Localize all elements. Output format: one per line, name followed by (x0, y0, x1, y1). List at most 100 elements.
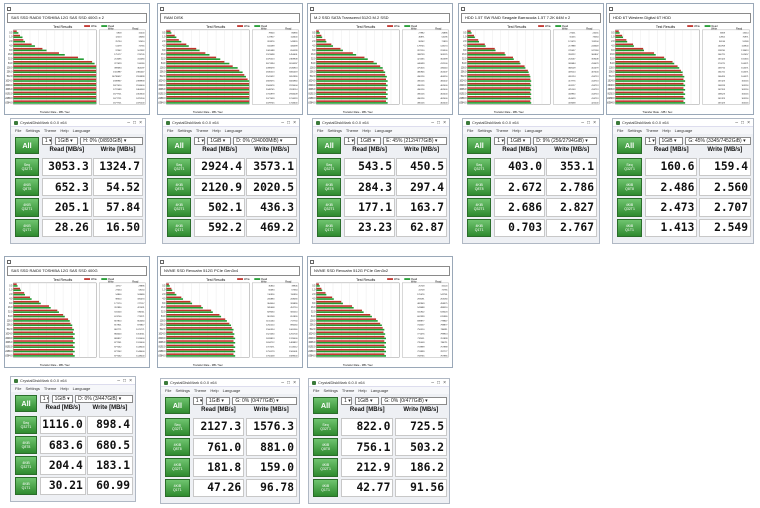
test-button[interactable]: Seq Q32T1 (15, 157, 39, 176)
size-select[interactable]: 1GiB ▾ (54, 137, 78, 146)
maximize-icon[interactable]: □ (437, 119, 441, 126)
close-icon[interactable]: × (593, 119, 596, 126)
test-button[interactable]: 4KiB Q1T1 (15, 218, 39, 237)
test-button[interactable]: 4KiB Q32T1 (317, 198, 342, 217)
drive-select[interactable]: D: 0% (3/447GiB) ▾ (75, 395, 133, 404)
menu-item[interactable]: File (617, 128, 624, 133)
count-select[interactable]: 1 ▾ (39, 395, 50, 404)
all-button[interactable]: All (167, 137, 192, 155)
drive-select[interactable]: H: 0% (0/893GiB) ▾ (80, 137, 143, 146)
test-button[interactable]: Seq Q32T1 (165, 417, 190, 436)
menu-item[interactable]: Help (60, 128, 69, 133)
menu-item[interactable]: Help (662, 128, 671, 133)
test-button[interactable]: 4KiB Q32T1 (467, 198, 492, 217)
test-button[interactable]: 4KiB Q1T1 (617, 218, 643, 237)
description-field[interactable]: M.2 SSD SATA Transcend 512G M.2 SSD (310, 13, 450, 23)
menu-item[interactable]: Help (212, 128, 221, 133)
menu-item[interactable]: Help (512, 128, 521, 133)
maximize-icon[interactable]: □ (287, 119, 291, 126)
menu-item[interactable]: Settings (327, 128, 342, 133)
description-field[interactable]: SAS SSD RAID0 TOSHIBA 12G SAS SSD 400G x… (7, 13, 147, 23)
drive-select[interactable]: E: 45% (212/477GiB) ▾ (383, 137, 447, 146)
menu-item[interactable]: Language (674, 128, 693, 133)
test-button[interactable]: 4KiB Q8T8 (167, 178, 192, 197)
test-button[interactable]: 4KiB Q32T1 (167, 198, 192, 217)
drive-select[interactable]: G: 45% (3345/7452GiB) ▾ (685, 137, 751, 146)
menu-item[interactable]: File (15, 386, 22, 391)
description-checkbox[interactable] (310, 6, 314, 11)
test-button[interactable]: 4KiB Q8T8 (15, 178, 39, 197)
maximize-icon[interactable]: □ (587, 119, 591, 126)
count-select[interactable]: 1 ▾ (341, 397, 352, 406)
menu-item[interactable]: Theme (341, 388, 355, 393)
minimize-icon[interactable]: – (127, 119, 131, 126)
menu-item[interactable]: Theme (43, 128, 57, 133)
menu-item[interactable]: Language (72, 386, 91, 391)
all-button[interactable]: All (165, 397, 190, 415)
maximize-icon[interactable]: □ (287, 379, 291, 386)
count-select[interactable]: 1 ▾ (192, 397, 204, 406)
menu-item[interactable]: Theme (645, 128, 659, 133)
description-checkbox[interactable] (310, 259, 314, 264)
size-select[interactable]: 1GiB ▾ (354, 397, 379, 406)
menu-item[interactable]: File (317, 128, 324, 133)
menu-item[interactable]: File (467, 128, 474, 133)
count-select[interactable]: 1 ▾ (41, 137, 53, 146)
drive-select[interactable]: D: 0% (3/4000MiB) ▾ (233, 137, 297, 146)
menu-item[interactable]: Language (524, 128, 543, 133)
menu-item[interactable]: Theme (345, 128, 359, 133)
test-button[interactable]: Seq Q32T1 (617, 157, 643, 176)
maximize-icon[interactable]: □ (123, 377, 127, 384)
size-select[interactable]: 1GiB ▾ (357, 137, 381, 146)
all-button[interactable]: All (317, 137, 342, 155)
description-checkbox[interactable] (7, 259, 11, 264)
menu-item[interactable]: Settings (177, 128, 192, 133)
menu-item[interactable]: Help (358, 388, 367, 393)
minimize-icon[interactable]: – (735, 119, 739, 126)
menu-item[interactable]: Language (222, 388, 241, 393)
menu-item[interactable]: Settings (25, 386, 40, 391)
menu-item[interactable]: Language (370, 388, 389, 393)
test-button[interactable]: 4KiB Q1T1 (467, 218, 492, 237)
test-button[interactable]: Seq Q32T1 (167, 157, 192, 176)
test-button[interactable]: 4KiB Q1T1 (165, 478, 190, 497)
maximize-icon[interactable]: □ (741, 119, 745, 126)
test-button[interactable]: 4KiB Q8T8 (15, 436, 38, 455)
menu-item[interactable]: Help (362, 128, 371, 133)
menu-item[interactable]: Help (60, 386, 69, 391)
minimize-icon[interactable]: – (581, 119, 585, 126)
close-icon[interactable]: × (293, 379, 296, 386)
minimize-icon[interactable]: – (431, 119, 435, 126)
menu-item[interactable]: Language (224, 128, 243, 133)
drive-select[interactable]: G: 0% (0/477GiB) ▾ (381, 397, 447, 406)
close-icon[interactable]: × (139, 119, 142, 126)
description-checkbox[interactable] (609, 6, 613, 11)
minimize-icon[interactable]: – (117, 377, 121, 384)
test-button[interactable]: 4KiB Q1T1 (313, 478, 339, 497)
description-checkbox[interactable] (160, 6, 164, 11)
count-select[interactable]: 1 ▾ (645, 137, 656, 146)
test-button[interactable]: 4KiB Q8T8 (313, 438, 339, 457)
description-field[interactable]: RAM DISK (160, 13, 300, 23)
test-button[interactable]: 4KiB Q1T1 (317, 218, 342, 237)
description-field[interactable]: SAS SSD RAID0 TOSHIBA 12G SAS SSD 400G (7, 266, 147, 276)
close-icon[interactable]: × (129, 377, 132, 384)
menu-item[interactable]: Language (72, 128, 91, 133)
description-checkbox[interactable] (7, 6, 11, 11)
all-button[interactable]: All (313, 397, 339, 415)
description-checkbox[interactable] (160, 259, 164, 264)
all-button[interactable]: All (617, 137, 643, 155)
close-icon[interactable]: × (443, 119, 446, 126)
menu-item[interactable]: Help (210, 388, 219, 393)
test-button[interactable]: 4KiB Q32T1 (15, 198, 39, 217)
minimize-icon[interactable]: – (281, 119, 285, 126)
size-select[interactable]: 1GiB ▾ (51, 395, 73, 404)
test-button[interactable]: 4KiB Q32T1 (617, 198, 643, 217)
all-button[interactable]: All (15, 395, 38, 413)
test-button[interactable]: Seq Q32T1 (467, 157, 492, 176)
description-field[interactable]: NVME SSD Revuahn 512G PCIe Gen3x4 (160, 266, 300, 276)
test-button[interactable]: 4KiB Q8T8 (165, 438, 190, 457)
all-button[interactable]: All (15, 137, 39, 155)
menu-item[interactable]: File (165, 388, 172, 393)
test-button[interactable]: Seq Q32T1 (15, 415, 38, 434)
